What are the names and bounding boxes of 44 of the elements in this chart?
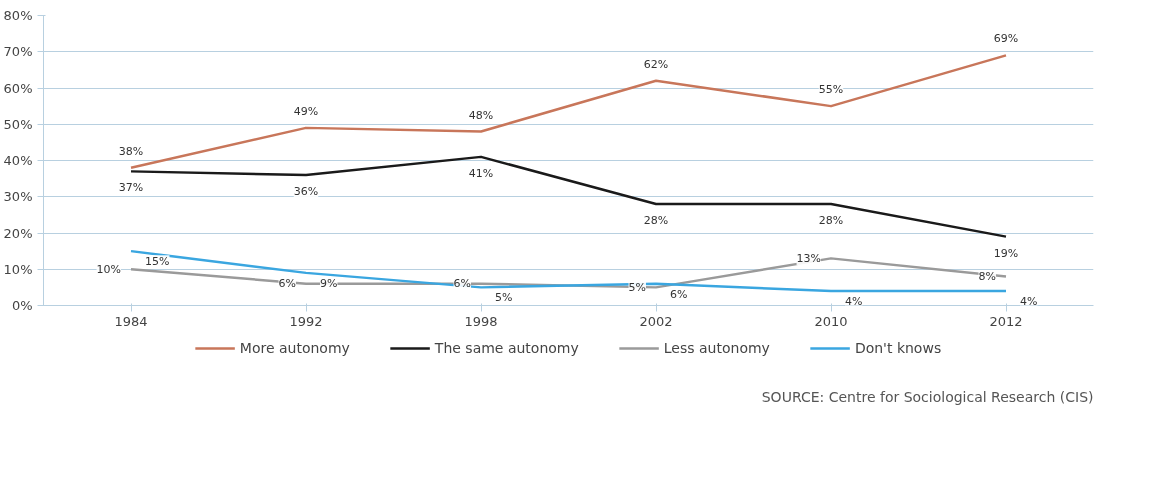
x-tick-label: 1984 — [114, 313, 148, 329]
data-label: 6% — [670, 287, 688, 301]
data-label: 41% — [468, 166, 494, 180]
x-tick-label: 2010 — [814, 313, 848, 329]
x-tick-label: 1992 — [289, 313, 323, 329]
data-label: 28% — [643, 214, 669, 227]
legend-label: More autonomy — [239, 340, 350, 356]
x-tick-label: 2002 — [639, 313, 673, 329]
data-label: 37% — [118, 181, 144, 195]
legend-label: Don't knows — [854, 340, 942, 356]
data-label: 19% — [993, 246, 1019, 260]
legend-label: The same autonomy — [434, 340, 579, 356]
y-tick-label: 30% — [3, 189, 33, 205]
data-label: 4% — [845, 295, 863, 308]
data-label: 13% — [796, 251, 821, 265]
y-tick-label: 60% — [3, 80, 33, 96]
data-label: 28% — [818, 214, 844, 227]
x-tick-label: 1998 — [464, 313, 498, 329]
data-label: 36% — [293, 185, 319, 198]
data-label: 10% — [96, 262, 121, 276]
y-tick-label: 10% — [3, 261, 33, 277]
data-label: 8% — [978, 270, 996, 283]
data-label: 69% — [993, 32, 1019, 46]
y-tick-label: 70% — [3, 44, 33, 60]
data-label: 38% — [118, 144, 144, 158]
source-note: SOURCE: Centre for Sociological Research (CIS) — [761, 388, 1094, 405]
data-label: 49% — [293, 104, 319, 118]
y-tick-label: 80% — [3, 8, 33, 23]
y-tick-label: 50% — [3, 116, 33, 132]
legend-label: Less autonomy — [663, 340, 770, 356]
y-tick-label: 40% — [3, 153, 33, 168]
data-label: 9% — [320, 276, 338, 290]
data-label: 62% — [643, 57, 669, 71]
data-label: 55% — [818, 83, 844, 97]
data-label: 48% — [468, 108, 494, 122]
y-tick-label: 0% — [11, 298, 33, 313]
x-tick-label: 2012 — [989, 313, 1023, 329]
y-tick-label: 20% — [3, 225, 33, 241]
data-label: 5% — [495, 291, 513, 305]
data-label: 5% — [628, 280, 646, 294]
data-label: 15% — [145, 255, 170, 269]
data-label: 4% — [1020, 295, 1038, 308]
data-label: 6% — [453, 277, 471, 291]
data-label: 6% — [278, 277, 296, 291]
